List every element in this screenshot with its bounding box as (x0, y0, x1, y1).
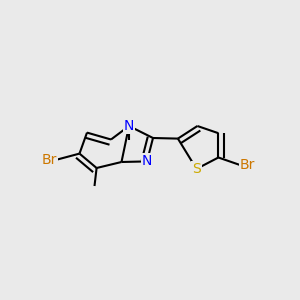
Text: Br: Br (42, 153, 57, 166)
Text: N: N (124, 119, 134, 133)
Text: N: N (142, 154, 152, 168)
Text: S: S (192, 162, 201, 176)
Text: Br: Br (240, 158, 255, 172)
